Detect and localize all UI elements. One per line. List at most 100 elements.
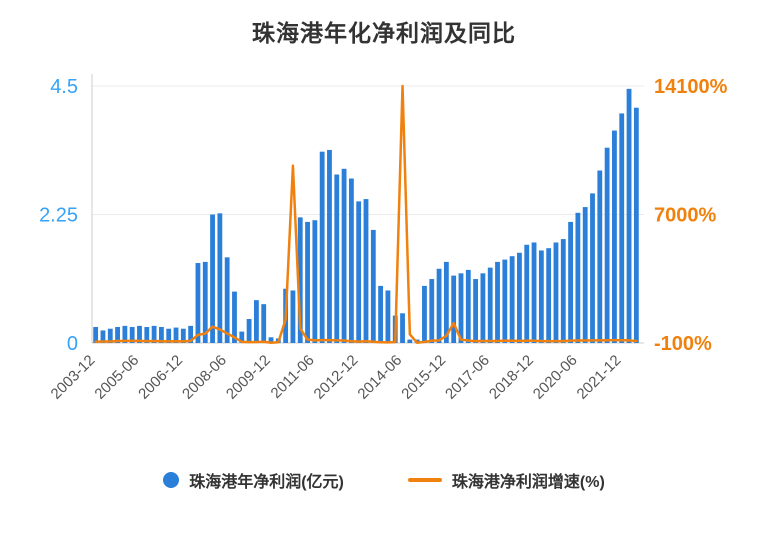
left-axis-tick-label: 2.25: [39, 205, 78, 227]
net-profit-bar[interactable]: [312, 220, 318, 343]
left-axis-tick-label: 4.5: [50, 76, 78, 98]
net-profit-legend-marker-icon: [163, 472, 180, 488]
net-profit-bar[interactable]: [458, 273, 464, 343]
net-profit-bar[interactable]: [159, 327, 164, 343]
net-profit-bar[interactable]: [173, 327, 179, 343]
net-profit-bar[interactable]: [370, 229, 376, 343]
x-axis-tick-label: 2006-12: [135, 352, 186, 403]
net-profit-bar[interactable]: [100, 330, 106, 343]
net-profit-bar[interactable]: [560, 239, 566, 343]
net-profit-bar[interactable]: [451, 275, 457, 343]
net-profit-bar[interactable]: [487, 267, 493, 343]
net-profit-bar[interactable]: [378, 285, 384, 343]
net-profit-bar[interactable]: [253, 300, 259, 343]
net-profit-bar[interactable]: [319, 151, 325, 343]
net-profit-bar[interactable]: [217, 213, 223, 343]
net-profit-bar[interactable]: [137, 325, 142, 343]
x-axis-tick-label: 2011-06: [268, 352, 318, 402]
net-profit-bar[interactable]: [334, 174, 340, 343]
net-profit-bar[interactable]: [575, 212, 581, 343]
net-profit-bar[interactable]: [341, 168, 347, 343]
chart-title: 珠海港年化净利润及同比: [252, 20, 516, 46]
x-axis-tick-label: 2012-12: [311, 352, 362, 403]
growth-rate-line[interactable]: [94, 84, 638, 345]
x-axis-tick-label: 2005-06: [91, 352, 142, 403]
net-profit-bar[interactable]: [465, 269, 471, 343]
net-profit-bar[interactable]: [224, 257, 230, 343]
x-axis-tick-label: 2014-06: [354, 352, 405, 403]
net-profit-bar[interactable]: [568, 221, 573, 343]
net-profit-bar[interactable]: [180, 328, 186, 343]
net-profit-bar[interactable]: [509, 256, 515, 343]
net-profit-bar[interactable]: [626, 88, 632, 343]
net-profit-bar[interactable]: [107, 328, 113, 343]
right-axis-tick-label: 7000%: [654, 205, 716, 227]
net-profit-bar[interactable]: [261, 304, 267, 343]
right-axis-tick-label: -100%: [654, 333, 712, 355]
net-profit-bar[interactable]: [495, 261, 500, 343]
net-profit-bar[interactable]: [531, 242, 537, 343]
net-profit-bar[interactable]: [348, 178, 354, 343]
net-profit-bar[interactable]: [538, 250, 544, 343]
net-profit-bar[interactable]: [612, 130, 617, 343]
x-axis-tick-label: 2018-12: [486, 352, 537, 403]
net-profit-bar[interactable]: [290, 290, 296, 343]
net-profit-bar[interactable]: [604, 147, 610, 343]
net-profit-bar[interactable]: [151, 325, 157, 343]
x-axis-tick-label: 2008-06: [179, 352, 230, 403]
net-profit-bar[interactable]: [363, 199, 369, 343]
net-profit-bar[interactable]: [305, 221, 310, 343]
net-profit-bar[interactable]: [166, 328, 172, 343]
net-profit-bar[interactable]: [115, 327, 120, 343]
net-profit-bar[interactable]: [195, 263, 201, 343]
net-profit-bar[interactable]: [422, 285, 427, 343]
x-axis-tick-label: 2003-12: [48, 352, 99, 403]
net-profit-bar[interactable]: [582, 207, 588, 343]
net-profit-bar[interactable]: [597, 170, 603, 343]
net-profit-bar[interactable]: [436, 268, 442, 343]
x-axis-tick-label: 2009-12: [223, 352, 274, 403]
x-axis-tick-label: 2020-06: [530, 352, 581, 403]
growth-rate-legend-marker-icon: [407, 478, 442, 482]
net-profit-bar[interactable]: [429, 279, 435, 343]
net-profit-bar[interactable]: [590, 193, 595, 343]
net-profit-bar[interactable]: [327, 149, 332, 343]
net-profit-bar[interactable]: [443, 261, 449, 343]
net-profit-bar[interactable]: [619, 113, 625, 343]
net-profit-bar[interactable]: [297, 217, 303, 343]
net-profit-bar[interactable]: [210, 214, 215, 344]
x-axis-tick-label: 2015-12: [398, 352, 449, 403]
net-profit-bar[interactable]: [188, 325, 194, 343]
net-profit-bar[interactable]: [517, 252, 522, 343]
chart-legend: 珠海港年净利润(亿元) 珠海港净利润增速(%): [0, 468, 768, 492]
x-axis-tick-label: 2021-12: [574, 352, 625, 403]
net-profit-bar[interactable]: [246, 319, 252, 343]
net-profit-bar[interactable]: [546, 248, 552, 343]
net-profit-bar[interactable]: [385, 290, 391, 343]
net-profit-legend-label: 珠海港年净利润(亿元): [189, 474, 344, 491]
net-profit-bar[interactable]: [122, 325, 128, 343]
net-profit-bar[interactable]: [524, 244, 530, 343]
net-profit-bar[interactable]: [473, 279, 479, 343]
net-profit-bar[interactable]: [356, 201, 362, 343]
x-axis-tick-label: 2017-06: [442, 352, 493, 403]
net-profit-bar[interactable]: [202, 261, 208, 343]
net-profit-bar[interactable]: [144, 327, 150, 343]
legend-item-growth-rate[interactable]: 珠海港净利润增速(%): [407, 468, 605, 492]
net-profit-bar[interactable]: [502, 259, 508, 343]
net-profit-bar[interactable]: [480, 273, 486, 343]
net-profit-bar[interactable]: [400, 313, 405, 343]
net-profit-bar[interactable]: [239, 331, 245, 343]
growth-rate-legend-label: 珠海港净利润增速(%): [451, 474, 605, 491]
chart-canvas[interactable]: 0 -100%2.25 7000%4.5 14100%2003-122005-0620…: [0, 58, 768, 458]
net-profit-bar[interactable]: [129, 327, 135, 343]
right-axis-tick-label: 14100%: [654, 76, 728, 98]
legend-item-net-profit[interactable]: 珠海港年净利润(亿元): [163, 468, 344, 492]
net-profit-bar[interactable]: [268, 337, 274, 343]
net-profit-bar[interactable]: [407, 339, 413, 343]
net-profit-bar[interactable]: [232, 291, 237, 343]
net-profit-bar[interactable]: [553, 242, 559, 343]
net-profit-bar[interactable]: [93, 327, 99, 343]
net-profit-bar[interactable]: [633, 107, 639, 343]
left-axis-tick-label: 0: [67, 333, 78, 355]
